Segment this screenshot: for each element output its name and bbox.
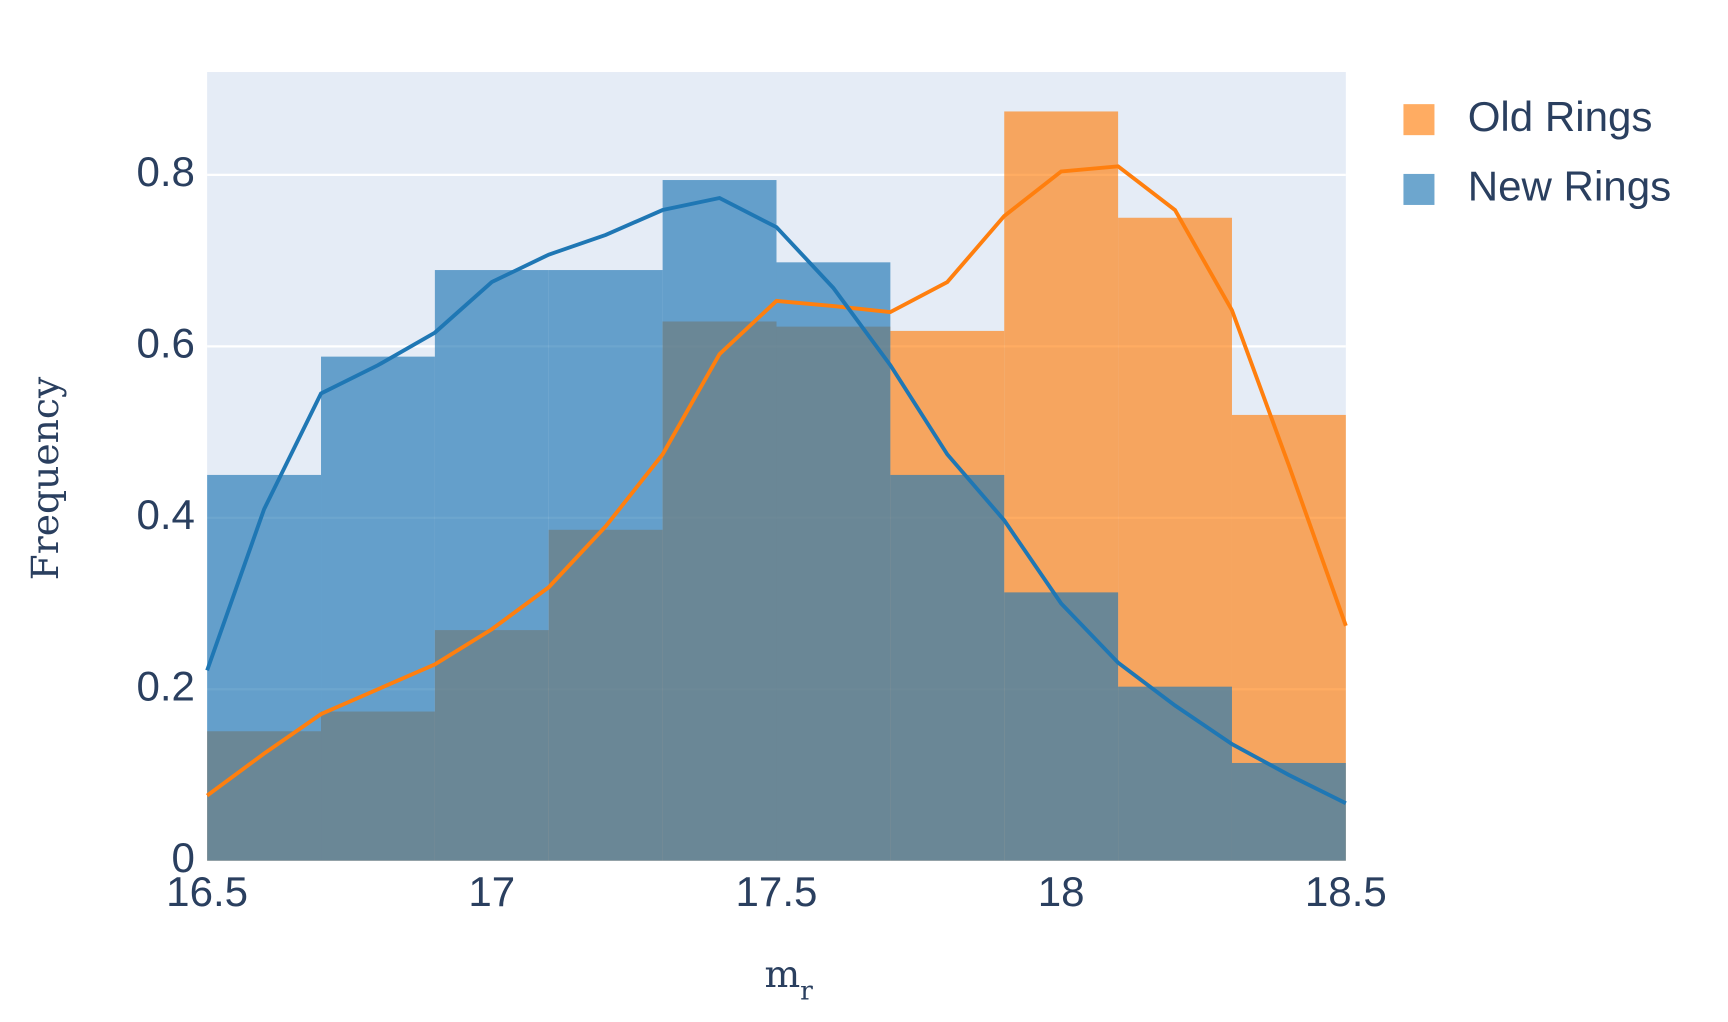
legend-swatch [1403,104,1435,136]
kde-line [205,195,1347,805]
bar [776,262,891,861]
legend-swatch [1403,173,1435,205]
x-tick-label: 17.5 [736,868,818,915]
plot [205,111,1348,861]
x-tick-label: 16.5 [166,868,248,915]
y-tick-label: 0 [172,834,195,881]
bar [207,474,322,861]
y-axis-title: Frequency [23,376,67,580]
y-tick-label: 0.8 [136,148,194,195]
y-tick-label: 0.2 [136,662,194,709]
y-tick-label: 0.6 [136,319,194,366]
bar [1118,686,1232,861]
bar [321,356,435,861]
bar [1231,762,1346,861]
bar [890,474,1005,861]
y-tick-label: 0.4 [136,491,194,538]
x-tick-label: 18 [1038,868,1085,915]
kde-line [205,164,1348,798]
x-axis-title-main: m [764,952,800,996]
x-axis-title: mr [764,952,813,1007]
bar [434,270,549,861]
bar [1004,592,1119,861]
bar [548,270,663,861]
legend-label: Old Rings [1468,93,1653,140]
bar [662,180,777,861]
x-tick-label: 18.5 [1305,868,1387,915]
x-axis-title-sub: r [800,976,813,1007]
x-tick-label: 17 [468,868,515,915]
legend-label: New Rings [1468,163,1671,210]
